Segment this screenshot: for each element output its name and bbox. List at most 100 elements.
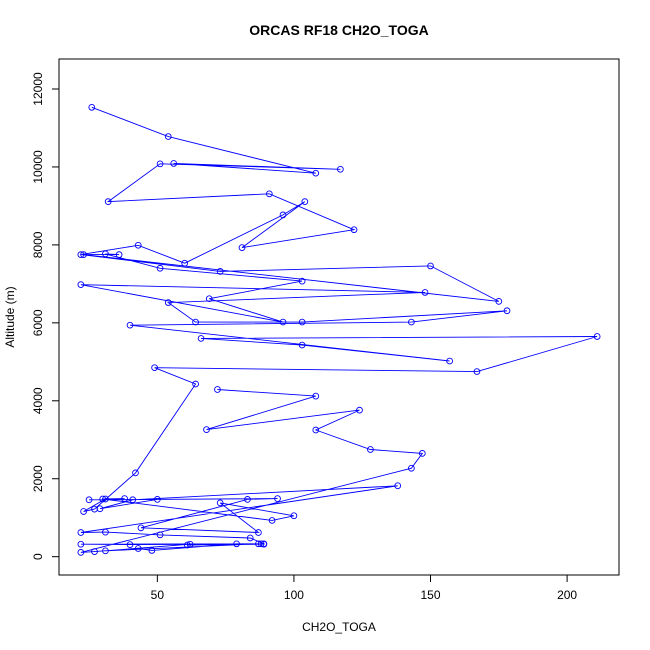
data-point xyxy=(102,528,109,536)
data-point xyxy=(312,392,320,400)
data-point xyxy=(203,426,210,433)
data-point xyxy=(96,505,104,513)
data-point xyxy=(205,295,213,303)
x-tick-label: 100 xyxy=(284,588,304,602)
data-point xyxy=(115,251,123,258)
data-point xyxy=(151,364,158,372)
data-point xyxy=(290,512,298,520)
data-point xyxy=(298,277,306,285)
x-axis: 50 100 150 200 xyxy=(151,574,577,602)
data-point xyxy=(170,160,178,167)
data-point xyxy=(77,549,85,556)
data-point xyxy=(233,540,240,548)
x-tick-label: 150 xyxy=(420,588,440,602)
data-point xyxy=(312,426,320,434)
data-point xyxy=(367,446,374,453)
data-point xyxy=(104,198,112,205)
data-point xyxy=(255,540,262,548)
data-point xyxy=(102,250,109,258)
data-point xyxy=(80,251,87,258)
x-axis-label: CH2O_TOGA xyxy=(302,620,376,634)
data-point xyxy=(126,541,134,548)
data-point xyxy=(279,211,287,219)
y-axis: 0 2000 4000 6000 8000 10000 12000 xyxy=(31,72,60,560)
data-point xyxy=(503,307,511,315)
data-point xyxy=(216,268,224,275)
data-point xyxy=(356,406,363,414)
data-point xyxy=(88,103,96,111)
data-point xyxy=(337,165,344,173)
data-point xyxy=(192,318,199,326)
data-point xyxy=(408,318,415,326)
chart-title: ORCAS RF18 CH2O_TOGA xyxy=(249,22,428,38)
data-point xyxy=(77,281,85,289)
data-point xyxy=(593,333,601,340)
data-point xyxy=(77,251,85,258)
data-point xyxy=(192,380,199,388)
data-point xyxy=(427,262,434,270)
data-point xyxy=(91,548,98,555)
data-point xyxy=(394,482,402,490)
data-point xyxy=(164,133,172,140)
data-point xyxy=(446,357,453,365)
y-tick-label: 0 xyxy=(31,553,45,560)
data-point xyxy=(121,495,128,502)
data-point xyxy=(186,540,194,548)
data-point xyxy=(312,169,320,177)
data-point xyxy=(102,547,109,555)
data-point xyxy=(102,495,109,503)
y-tick-label: 8000 xyxy=(31,231,45,258)
data-point xyxy=(77,540,85,548)
data-point xyxy=(301,198,309,205)
data-point xyxy=(181,259,189,267)
data-point xyxy=(99,495,107,503)
data-point xyxy=(298,341,306,349)
data-point xyxy=(132,469,139,477)
data-point xyxy=(85,496,93,504)
data-point xyxy=(298,318,306,326)
data-point xyxy=(134,545,142,552)
data-point xyxy=(156,264,164,272)
data-point xyxy=(418,450,426,457)
y-tick-label: 2000 xyxy=(31,465,45,492)
data-point xyxy=(164,299,172,306)
data-point xyxy=(134,241,142,249)
data-point xyxy=(156,160,164,168)
plot-frame xyxy=(58,58,620,576)
data-point xyxy=(473,368,481,375)
data-point xyxy=(129,496,137,504)
data-point xyxy=(495,298,503,305)
data-point xyxy=(156,531,164,539)
data-point xyxy=(80,508,87,515)
data-point xyxy=(255,529,262,536)
data-point xyxy=(421,289,429,296)
x-tick-label: 200 xyxy=(557,588,577,602)
data-point xyxy=(126,321,134,329)
y-tick-label: 10000 xyxy=(31,150,45,184)
data-point xyxy=(197,335,205,342)
y-tick-label: 12000 xyxy=(31,72,45,106)
data-point xyxy=(268,517,276,524)
data-point xyxy=(265,190,273,198)
y-axis-label: Altitude (m) xyxy=(3,286,17,347)
data-point xyxy=(408,464,415,472)
data-point xyxy=(279,318,287,326)
data-point xyxy=(257,540,265,548)
y-tick-label: 6000 xyxy=(31,309,45,336)
data-point xyxy=(246,534,254,542)
series-line xyxy=(80,106,598,553)
data-point xyxy=(137,524,145,532)
data-point xyxy=(77,529,85,536)
data-point xyxy=(274,495,281,502)
data-point xyxy=(244,496,251,503)
data-point xyxy=(148,547,156,554)
data-point xyxy=(153,496,161,503)
data-point xyxy=(238,244,246,251)
y-tick-label: 4000 xyxy=(31,387,45,414)
series-ch2o-toga xyxy=(77,103,601,556)
data-point xyxy=(350,226,358,234)
data-point xyxy=(216,499,224,507)
x-tick-label: 50 xyxy=(151,588,165,602)
data-point xyxy=(184,541,191,549)
